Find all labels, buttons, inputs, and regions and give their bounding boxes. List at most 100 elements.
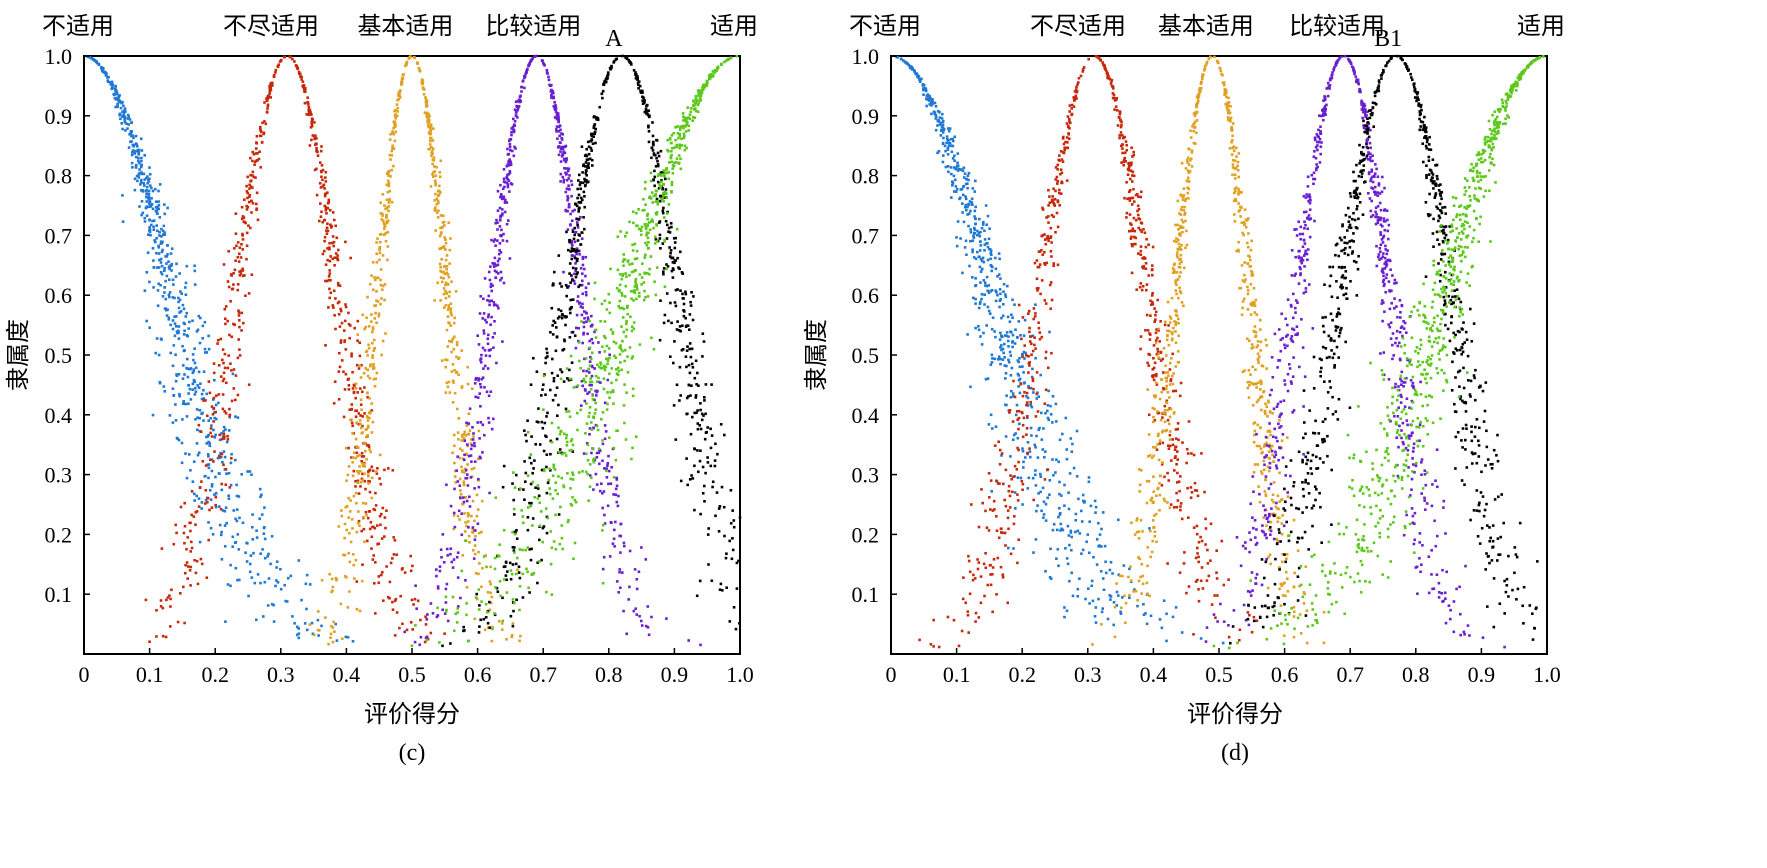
data-point <box>557 120 560 124</box>
data-point <box>259 166 262 169</box>
data-point <box>551 497 555 500</box>
data-point <box>291 615 294 618</box>
data-point <box>389 175 392 178</box>
data-point <box>658 199 662 203</box>
data-point <box>376 524 379 527</box>
data-point <box>354 485 357 488</box>
data-point <box>587 180 590 184</box>
data-point <box>685 146 688 150</box>
data-point <box>177 337 181 340</box>
data-point <box>531 524 534 527</box>
data-point <box>490 238 493 242</box>
data-point <box>593 281 597 285</box>
data-point <box>971 239 975 242</box>
data-point <box>487 315 490 319</box>
data-point <box>916 75 919 78</box>
data-point <box>607 469 611 473</box>
data-point <box>380 353 383 357</box>
data-point <box>355 607 359 611</box>
data-point <box>581 302 584 306</box>
data-point <box>161 295 165 298</box>
data-point <box>678 365 682 369</box>
data-point <box>553 107 556 110</box>
data-point <box>922 88 925 92</box>
data-point <box>551 324 554 327</box>
data-point <box>702 340 706 343</box>
data-point <box>328 287 331 291</box>
data-point <box>581 255 585 259</box>
data-point <box>372 288 375 292</box>
data-point <box>255 147 258 150</box>
data-point <box>114 90 117 93</box>
data-point <box>559 172 563 176</box>
data-point <box>576 226 580 229</box>
data-point <box>368 468 372 472</box>
data-point <box>713 459 717 462</box>
data-point <box>608 555 612 558</box>
data-point <box>554 481 557 484</box>
data-point <box>570 179 573 183</box>
data-point <box>409 621 413 624</box>
data-point <box>534 54 538 58</box>
data-point <box>1081 493 1085 497</box>
data-point <box>455 355 458 359</box>
data-point <box>222 429 225 433</box>
data-point <box>632 210 635 214</box>
data-point <box>202 419 205 422</box>
data-point <box>224 428 227 431</box>
data-point <box>698 92 702 96</box>
data-point <box>353 451 356 455</box>
data-point <box>327 201 330 204</box>
data-point <box>956 152 960 155</box>
data-point <box>619 522 623 526</box>
data-point <box>150 186 153 190</box>
data-point <box>552 105 556 108</box>
data-point <box>569 250 573 253</box>
data-point <box>606 391 609 394</box>
data-point <box>488 600 491 604</box>
data-point <box>232 509 236 512</box>
data-point <box>137 153 140 156</box>
data-point <box>252 152 256 156</box>
data-point <box>217 401 220 405</box>
data-point <box>672 164 676 168</box>
data-point <box>493 556 497 560</box>
data-point <box>582 331 585 335</box>
data-point <box>161 229 165 233</box>
data-point <box>165 255 169 258</box>
data-point <box>988 312 992 315</box>
data-point <box>184 293 188 296</box>
data-point <box>668 136 672 140</box>
data-point <box>308 583 312 586</box>
data-point <box>564 209 568 213</box>
data-point <box>394 108 397 112</box>
data-point <box>1039 490 1042 494</box>
data-point <box>318 182 322 185</box>
data-point <box>980 267 984 271</box>
data-point <box>434 181 437 185</box>
data-point <box>210 506 214 509</box>
data-point <box>208 391 212 395</box>
data-point <box>189 584 192 587</box>
data-point <box>675 157 679 160</box>
data-point <box>495 361 498 365</box>
data-point <box>364 487 367 491</box>
data-point <box>982 260 986 264</box>
data-point <box>657 186 661 190</box>
data-point <box>122 104 125 108</box>
data-point <box>661 242 665 245</box>
data-point <box>305 573 309 577</box>
data-point <box>175 315 178 318</box>
data-point <box>425 99 429 103</box>
data-point <box>633 257 637 261</box>
data-point <box>395 611 399 614</box>
data-point <box>950 172 953 176</box>
data-point <box>235 244 238 248</box>
data-point <box>370 402 373 405</box>
data-point <box>962 220 966 224</box>
data-point <box>265 99 269 102</box>
data-point <box>462 480 466 483</box>
data-point <box>649 197 653 200</box>
data-point <box>667 171 670 174</box>
data-point <box>234 374 238 377</box>
